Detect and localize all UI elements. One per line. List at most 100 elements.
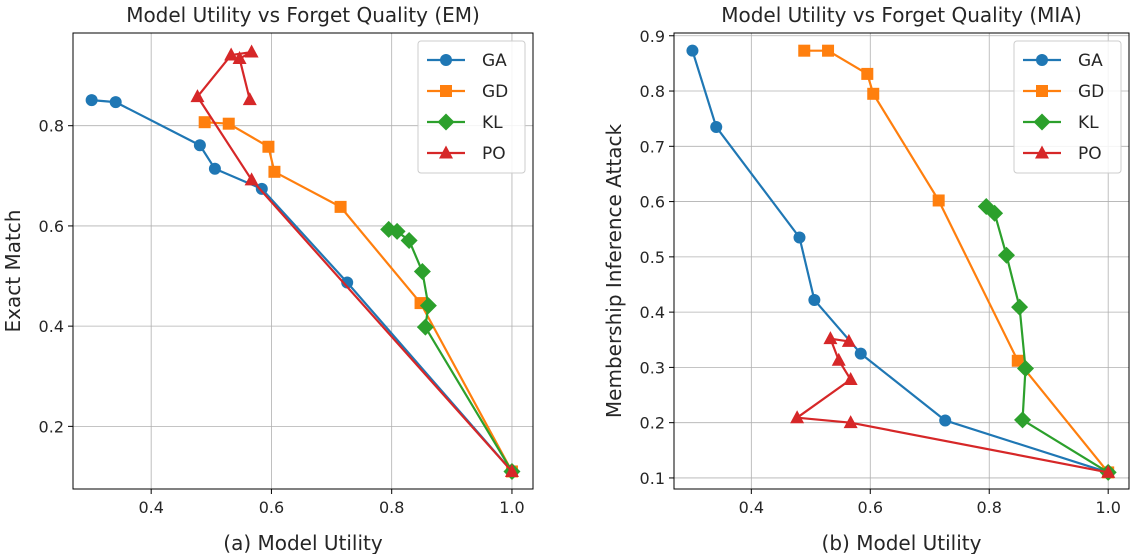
- data-point-kl: [1011, 298, 1029, 316]
- x-tick-label: 0.4: [138, 498, 163, 517]
- data-point-gd: [867, 87, 880, 100]
- data-point-ga: [854, 347, 867, 360]
- data-point-ga: [939, 414, 952, 427]
- data-point-ga: [109, 96, 122, 109]
- x-axis-label: (b) Model Utility: [822, 531, 982, 554]
- data-point-kl: [986, 204, 1004, 222]
- data-point-gd: [822, 44, 835, 57]
- data-point-gd: [198, 116, 211, 129]
- data-point-kl: [413, 263, 431, 281]
- data-point-ga: [710, 120, 723, 133]
- data-point-po: [190, 89, 205, 103]
- data-point-kl: [1017, 360, 1035, 378]
- data-point-ga: [808, 293, 821, 306]
- data-point-gd: [334, 200, 347, 213]
- data-point-gd: [222, 117, 235, 130]
- y-tick-label: 0.2: [640, 414, 665, 433]
- legend-marker-po: [439, 145, 453, 159]
- data-point-gd: [268, 165, 281, 178]
- legend-label-ga: GA: [482, 51, 507, 71]
- x-tick-label: 0.6: [858, 498, 883, 517]
- legend-marker-gd: [440, 85, 452, 97]
- data-point-po: [841, 333, 856, 347]
- legend-box: [1013, 40, 1122, 174]
- y-tick-label: 0.8: [640, 82, 665, 101]
- legend-box: [417, 40, 526, 174]
- y-axis-label: Exact Match: [1, 210, 25, 333]
- x-tick-label: 0.4: [739, 498, 764, 517]
- y-tick-label: 0.5: [640, 248, 665, 267]
- axes-frame: [673, 32, 1130, 490]
- data-point-ga: [208, 162, 221, 175]
- legend-label-gd: GD: [482, 82, 508, 102]
- legend-label-po: PO: [1078, 144, 1102, 164]
- data-point-po: [843, 372, 858, 386]
- legend-marker-gd: [1036, 85, 1048, 97]
- y-tick-label: 0.6: [39, 217, 64, 236]
- data-point-kl: [1014, 411, 1032, 429]
- y-tick-label: 0.4: [640, 303, 665, 322]
- x-tick-label: 0.8: [977, 498, 1002, 517]
- data-point-po: [790, 410, 805, 424]
- legend-label-gd: GD: [1078, 82, 1104, 102]
- data-point-gd: [932, 194, 945, 207]
- legend-marker-po: [1035, 145, 1049, 159]
- data-point-kl: [400, 231, 418, 249]
- data-point-po: [843, 415, 858, 429]
- data-point-po: [504, 463, 519, 477]
- y-tick-label: 0.1: [640, 469, 665, 488]
- legend: GA GD KL PO: [1013, 40, 1122, 174]
- x-axis-label: (a) Model Utility: [223, 531, 383, 554]
- legend-label-po: PO: [482, 144, 506, 164]
- chart-title: Model Utility vs Forget Quality (EM): [126, 3, 480, 27]
- y-tick-label: 0.7: [640, 137, 665, 156]
- legend: GA GD KL PO: [417, 40, 526, 174]
- y-tick-label: 0.9: [640, 27, 665, 46]
- data-point-po: [244, 172, 259, 186]
- x-tick-label: 0.6: [259, 498, 284, 517]
- x-tick-label: 1.0: [1095, 498, 1120, 517]
- y-tick-label: 0.4: [39, 317, 64, 336]
- x-tick-label: 0.8: [379, 498, 404, 517]
- legend-label-ga: GA: [1078, 51, 1103, 71]
- legend-marker-kl: [1033, 113, 1051, 131]
- data-point-kl: [997, 246, 1015, 264]
- data-point-kl: [416, 318, 434, 336]
- data-point-po: [1101, 464, 1116, 478]
- data-point-gd: [262, 140, 275, 153]
- data-point-ga: [193, 139, 206, 152]
- legend-label-kl: KL: [482, 113, 503, 133]
- data-point-gd: [861, 67, 874, 80]
- y-tick-label: 0.6: [640, 193, 665, 212]
- legend-marker-ga: [440, 54, 452, 66]
- data-point-ga: [85, 94, 98, 107]
- axes-frame: [72, 32, 534, 490]
- data-point-kl: [419, 297, 437, 315]
- data-point-po: [232, 51, 247, 65]
- data-point-po: [831, 352, 846, 366]
- legend-marker-ga: [1036, 54, 1048, 66]
- data-point-ga: [793, 231, 806, 244]
- series-line-po: [796, 337, 1109, 474]
- data-point-gd: [798, 44, 811, 57]
- chart-em: 0.4 0.6 0.8 1.0 0.2 0.4 0.6 0.8 Model Utility vs…: [1, 3, 534, 554]
- data-point-gd: [1011, 354, 1024, 367]
- data-point-po: [242, 92, 257, 106]
- legend-marker-kl: [437, 113, 455, 131]
- legend-label-kl: KL: [1078, 113, 1099, 133]
- chart-title: Model Utility vs Forget Quality (MIA): [721, 3, 1082, 27]
- y-tick-label: 0.2: [39, 417, 64, 436]
- series-line-kl: [985, 205, 1109, 474]
- data-point-ga: [686, 44, 699, 57]
- data-point-po: [823, 331, 838, 345]
- y-axis-label: Membership Inference Attack: [602, 124, 626, 419]
- chart-mia: 0.4 0.6 0.8 1.0 0.1 0.2 0.3 0.4 0.5 0.6 0.7 0.8 0.9 M…: [602, 3, 1130, 554]
- data-point-ga: [255, 182, 268, 195]
- x-tick-label: 1.0: [499, 498, 524, 517]
- data-point-kl: [388, 222, 406, 240]
- data-point-ga: [341, 276, 354, 289]
- data-point-po: [244, 44, 259, 58]
- y-tick-label: 0.8: [39, 117, 64, 136]
- data-point-po: [224, 47, 239, 61]
